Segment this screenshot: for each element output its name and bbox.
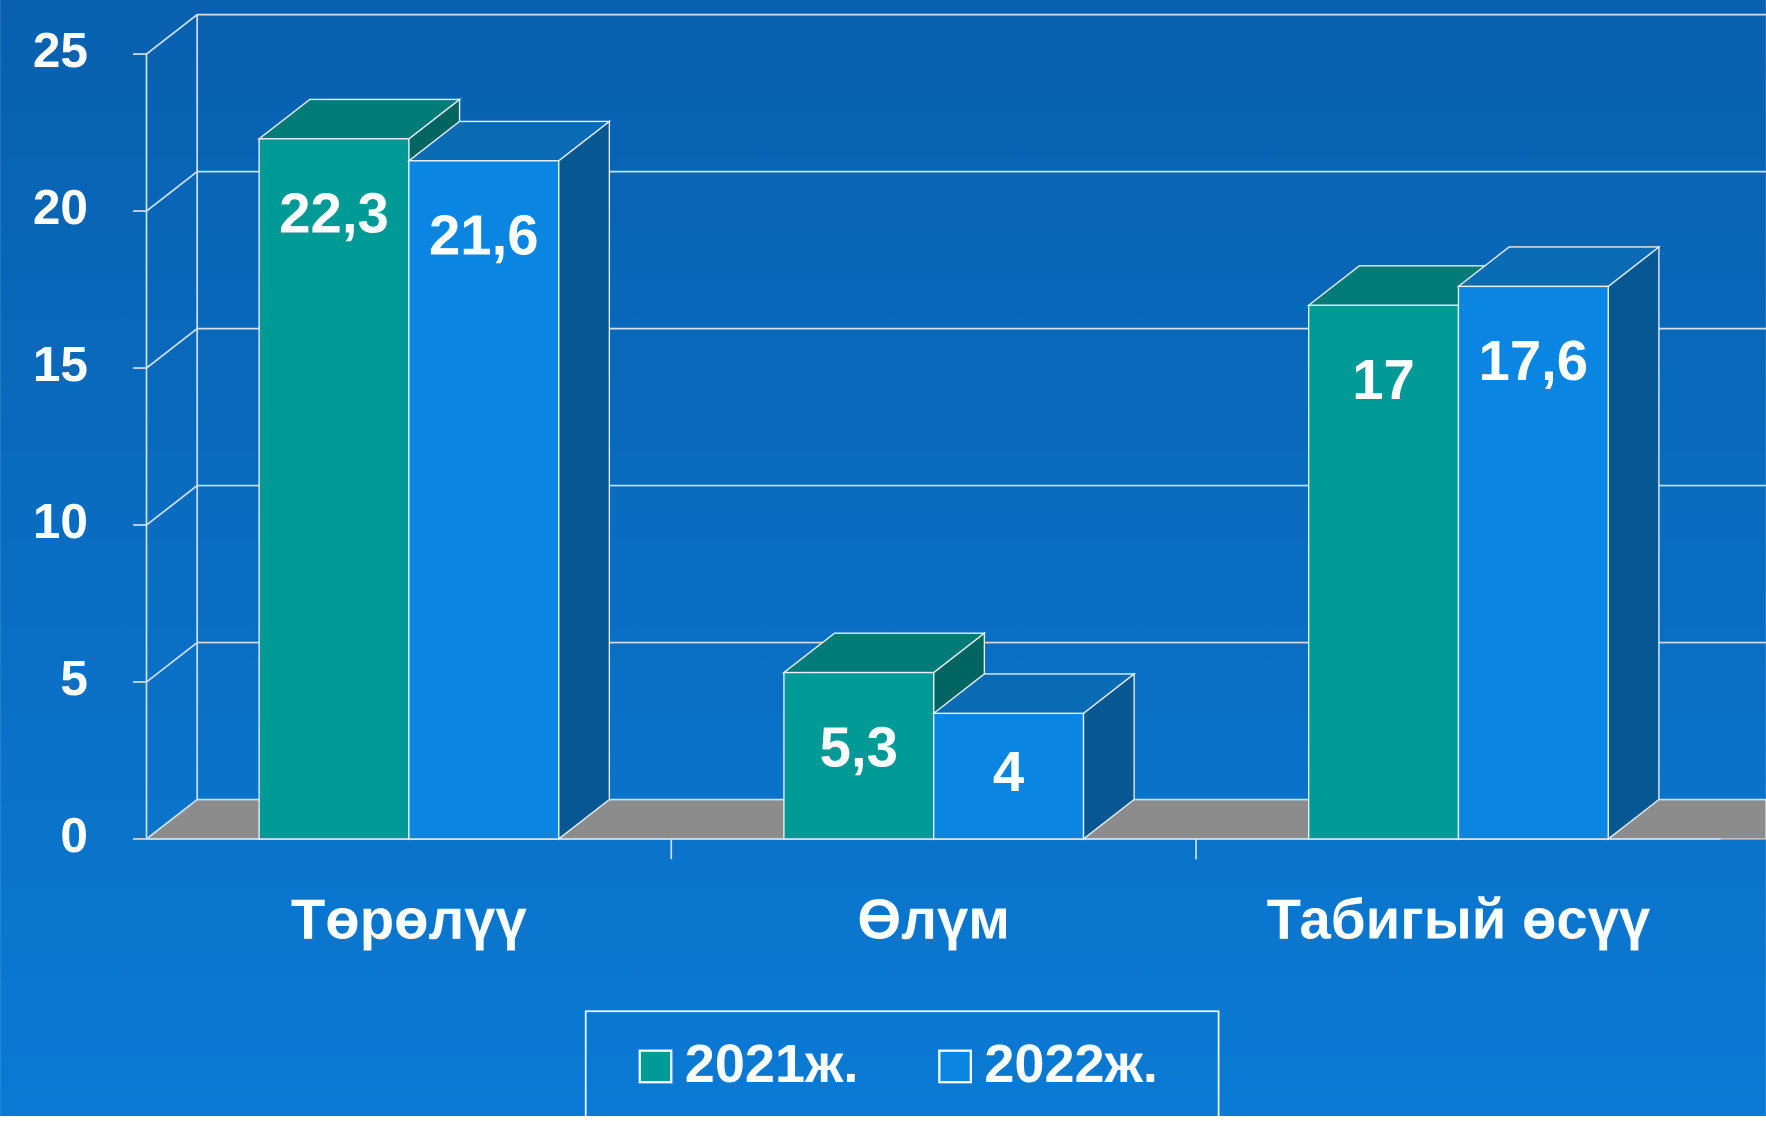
y-tick-label: 10 [33,494,88,549]
bar-side [1607,245,1660,841]
data-label: 17,6 [1479,329,1589,392]
data-label: 21,6 [429,204,539,267]
y-tick-label: 5 [60,651,88,706]
plot: 0 5 10 15 20 25 Төрөлүү 22,3 21,6 Өлүм 5,3 4 Табигый… [33,13,1766,1094]
y-tick-label: 0 [60,808,88,863]
x-tick-label: Өлүм [857,887,1010,950]
data-label: 4 [993,740,1024,803]
data-label: 5,3 [820,715,898,778]
grid-line [145,798,1766,840]
bar [783,671,935,840]
x-tick-label: Төрөлүү [291,887,528,950]
y-tick-label: 20 [33,180,88,235]
bar [1457,285,1609,840]
grid-line [145,484,1766,526]
bar-side [557,120,611,841]
grid-line [145,641,1766,683]
legend-label: 2022ж. [984,1034,1158,1094]
data-label: 22,3 [279,182,389,245]
grid-line [145,170,1766,212]
legend-box [584,1010,1220,1121]
grid-line [145,13,1766,55]
y-tick-label: 15 [33,337,88,392]
y-tick-label: 25 [33,23,88,78]
legend-swatch [638,1049,673,1084]
legend-swatch [938,1049,972,1084]
bar [408,160,560,840]
x-tick-label: Табигый өсүү [1267,887,1651,950]
grid-line [145,327,1766,369]
legend-label: 2021ж. [685,1034,859,1094]
data-label: 17 [1352,348,1415,411]
bar [933,712,1085,840]
bar [1308,304,1460,840]
